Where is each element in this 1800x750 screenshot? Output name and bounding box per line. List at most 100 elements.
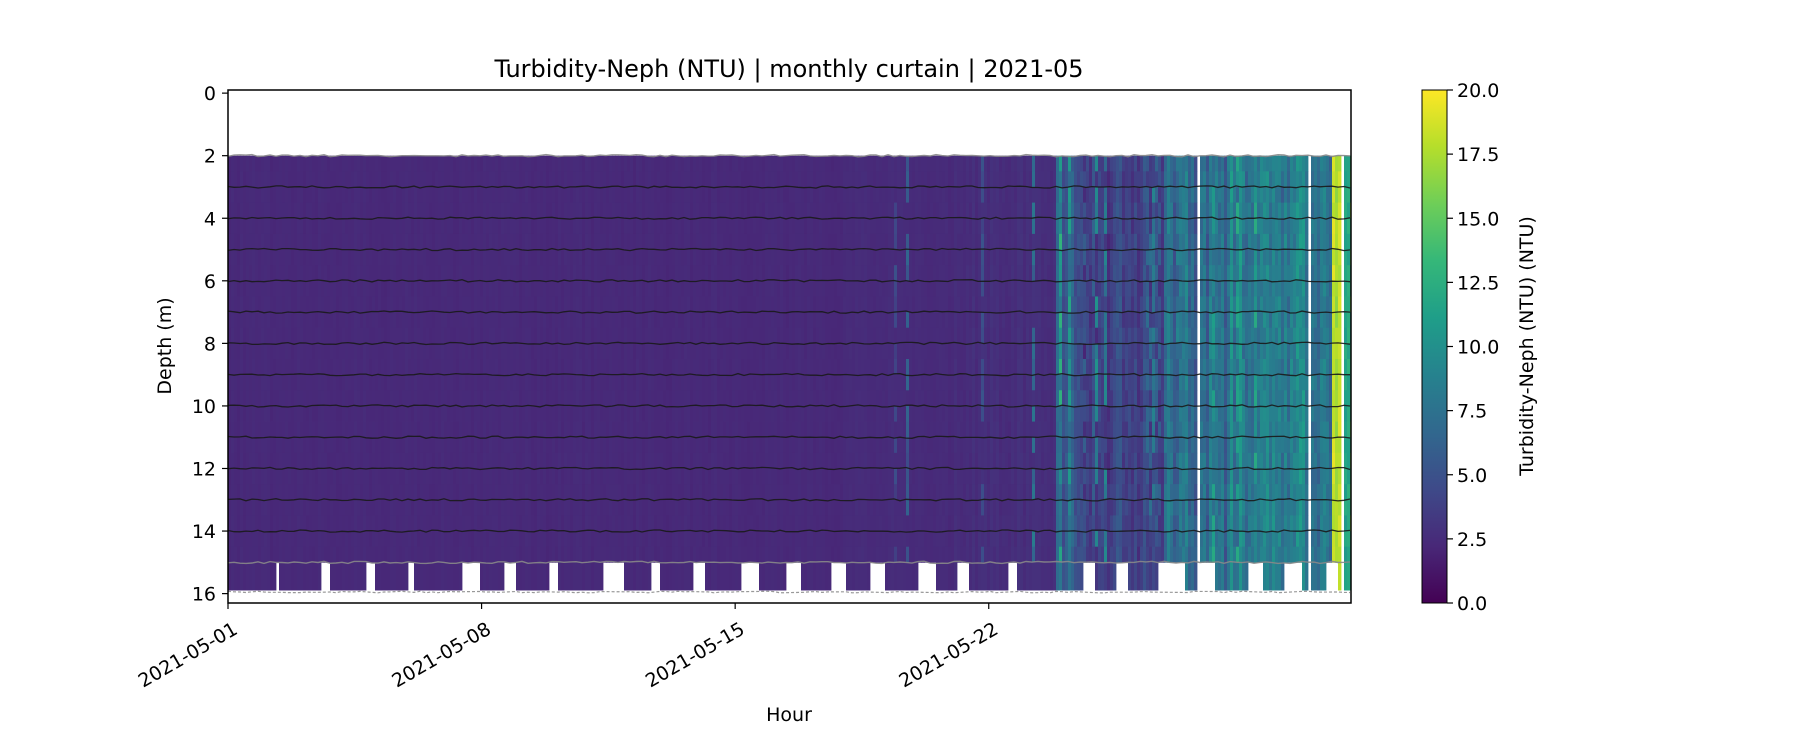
heatmap-cell: [306, 390, 310, 407]
heatmap-cell: [339, 468, 343, 485]
heatmap-cell: [426, 249, 430, 266]
heatmap-cell: [303, 452, 307, 469]
heatmap-cell: [708, 390, 712, 407]
heatmap-cell: [621, 202, 625, 219]
heatmap-cell: [636, 546, 640, 563]
heatmap-cell: [411, 312, 415, 329]
heatmap-cell: [399, 421, 403, 438]
heatmap-cell: [681, 562, 685, 591]
heatmap-cell: [495, 390, 499, 407]
heatmap-cell: [252, 468, 256, 485]
heatmap-cell: [510, 155, 514, 172]
heatmap-cell: [495, 218, 499, 235]
heatmap-cell: [708, 484, 712, 501]
heatmap-cell: [756, 296, 760, 313]
heatmap-cell: [690, 186, 694, 204]
heatmap-cell: [534, 202, 538, 219]
heatmap-cell: [246, 312, 250, 329]
heatmap-cell: [738, 155, 742, 172]
heatmap-cell: [774, 233, 778, 250]
heatmap-cell: [465, 546, 469, 563]
heatmap-cell: [369, 374, 373, 391]
heatmap-cell: [477, 515, 481, 532]
heatmap-cell: [435, 562, 439, 591]
heatmap-cell: [711, 562, 715, 591]
heatmap-cell: [669, 515, 673, 532]
heatmap-cell: [735, 359, 739, 376]
heatmap-cell: [435, 390, 439, 407]
heatmap-cell: [555, 296, 559, 313]
heatmap-cell: [384, 437, 388, 454]
heatmap-cell: [501, 390, 505, 407]
heatmap-cell: [732, 437, 736, 454]
heatmap-cell: [291, 374, 295, 391]
heatmap-cell: [606, 296, 610, 313]
heatmap-cell: [339, 343, 343, 360]
heatmap-cell: [495, 171, 499, 188]
heatmap-cell: [501, 186, 505, 204]
heatmap-cell: [318, 155, 322, 172]
heatmap-cell: [240, 531, 244, 548]
heatmap-cell: [387, 546, 391, 563]
heatmap-cell: [675, 499, 679, 516]
heatmap-cell: [447, 312, 451, 329]
heatmap-cell: [522, 499, 526, 516]
heatmap-cell: [729, 421, 733, 438]
heatmap-cell: [408, 296, 412, 313]
heatmap-cell: [231, 390, 235, 407]
heatmap-cell: [411, 265, 415, 282]
heatmap-cell: [657, 218, 661, 235]
heatmap-cell: [540, 359, 544, 376]
heatmap-cell: [438, 280, 442, 297]
heatmap-cell: [657, 327, 661, 344]
heatmap-cell: [456, 280, 460, 297]
heatmap-cell: [246, 155, 250, 172]
heatmap-cell: [552, 327, 556, 344]
heatmap-cell: [381, 327, 385, 344]
heatmap-cell: [708, 233, 712, 250]
heatmap-cell: [570, 421, 574, 438]
heatmap-cell: [522, 202, 526, 219]
heatmap-cell: [258, 484, 262, 501]
heatmap-cell: [573, 515, 577, 532]
heatmap-cell: [276, 249, 280, 266]
heatmap-cell: [420, 312, 424, 329]
heatmap-cell: [447, 531, 451, 548]
heatmap-cell: [540, 155, 544, 172]
heatmap-cell: [354, 359, 358, 376]
heatmap-cell: [273, 452, 277, 469]
heatmap-cell: [255, 171, 259, 188]
heatmap-cell: [744, 327, 748, 344]
heatmap-cell: [342, 155, 346, 172]
heatmap-cell: [600, 531, 604, 548]
heatmap-cell: [588, 499, 592, 516]
heatmap-cell: [522, 468, 526, 485]
heatmap-cell: [462, 249, 466, 266]
heatmap-cell: [681, 155, 685, 172]
heatmap-cell: [750, 468, 754, 485]
heatmap-cell: [471, 312, 475, 329]
heatmap-cell: [498, 233, 502, 250]
heatmap-cell: [411, 374, 415, 391]
heatmap-cell: [237, 484, 241, 501]
heatmap-cell: [450, 359, 454, 376]
heatmap-cell: [435, 421, 439, 438]
heatmap-cell: [537, 186, 541, 204]
heatmap-cell: [756, 186, 760, 204]
heatmap-cell: [417, 531, 421, 548]
heatmap-cell: [636, 468, 640, 485]
heatmap-cell: [546, 421, 550, 438]
heatmap-cell: [627, 280, 631, 297]
heatmap-cell: [525, 484, 529, 501]
heatmap-cell: [423, 233, 427, 250]
heatmap-cell: [579, 374, 583, 391]
heatmap-cell: [651, 186, 655, 204]
heatmap-cell: [468, 249, 472, 266]
heatmap-cell: [492, 233, 496, 250]
heatmap-cell: [753, 218, 757, 235]
heatmap-cell: [684, 249, 688, 266]
heatmap-cell: [567, 155, 571, 172]
heatmap-cell: [456, 359, 460, 376]
heatmap-cell: [696, 171, 700, 188]
heatmap-cell: [393, 249, 397, 266]
